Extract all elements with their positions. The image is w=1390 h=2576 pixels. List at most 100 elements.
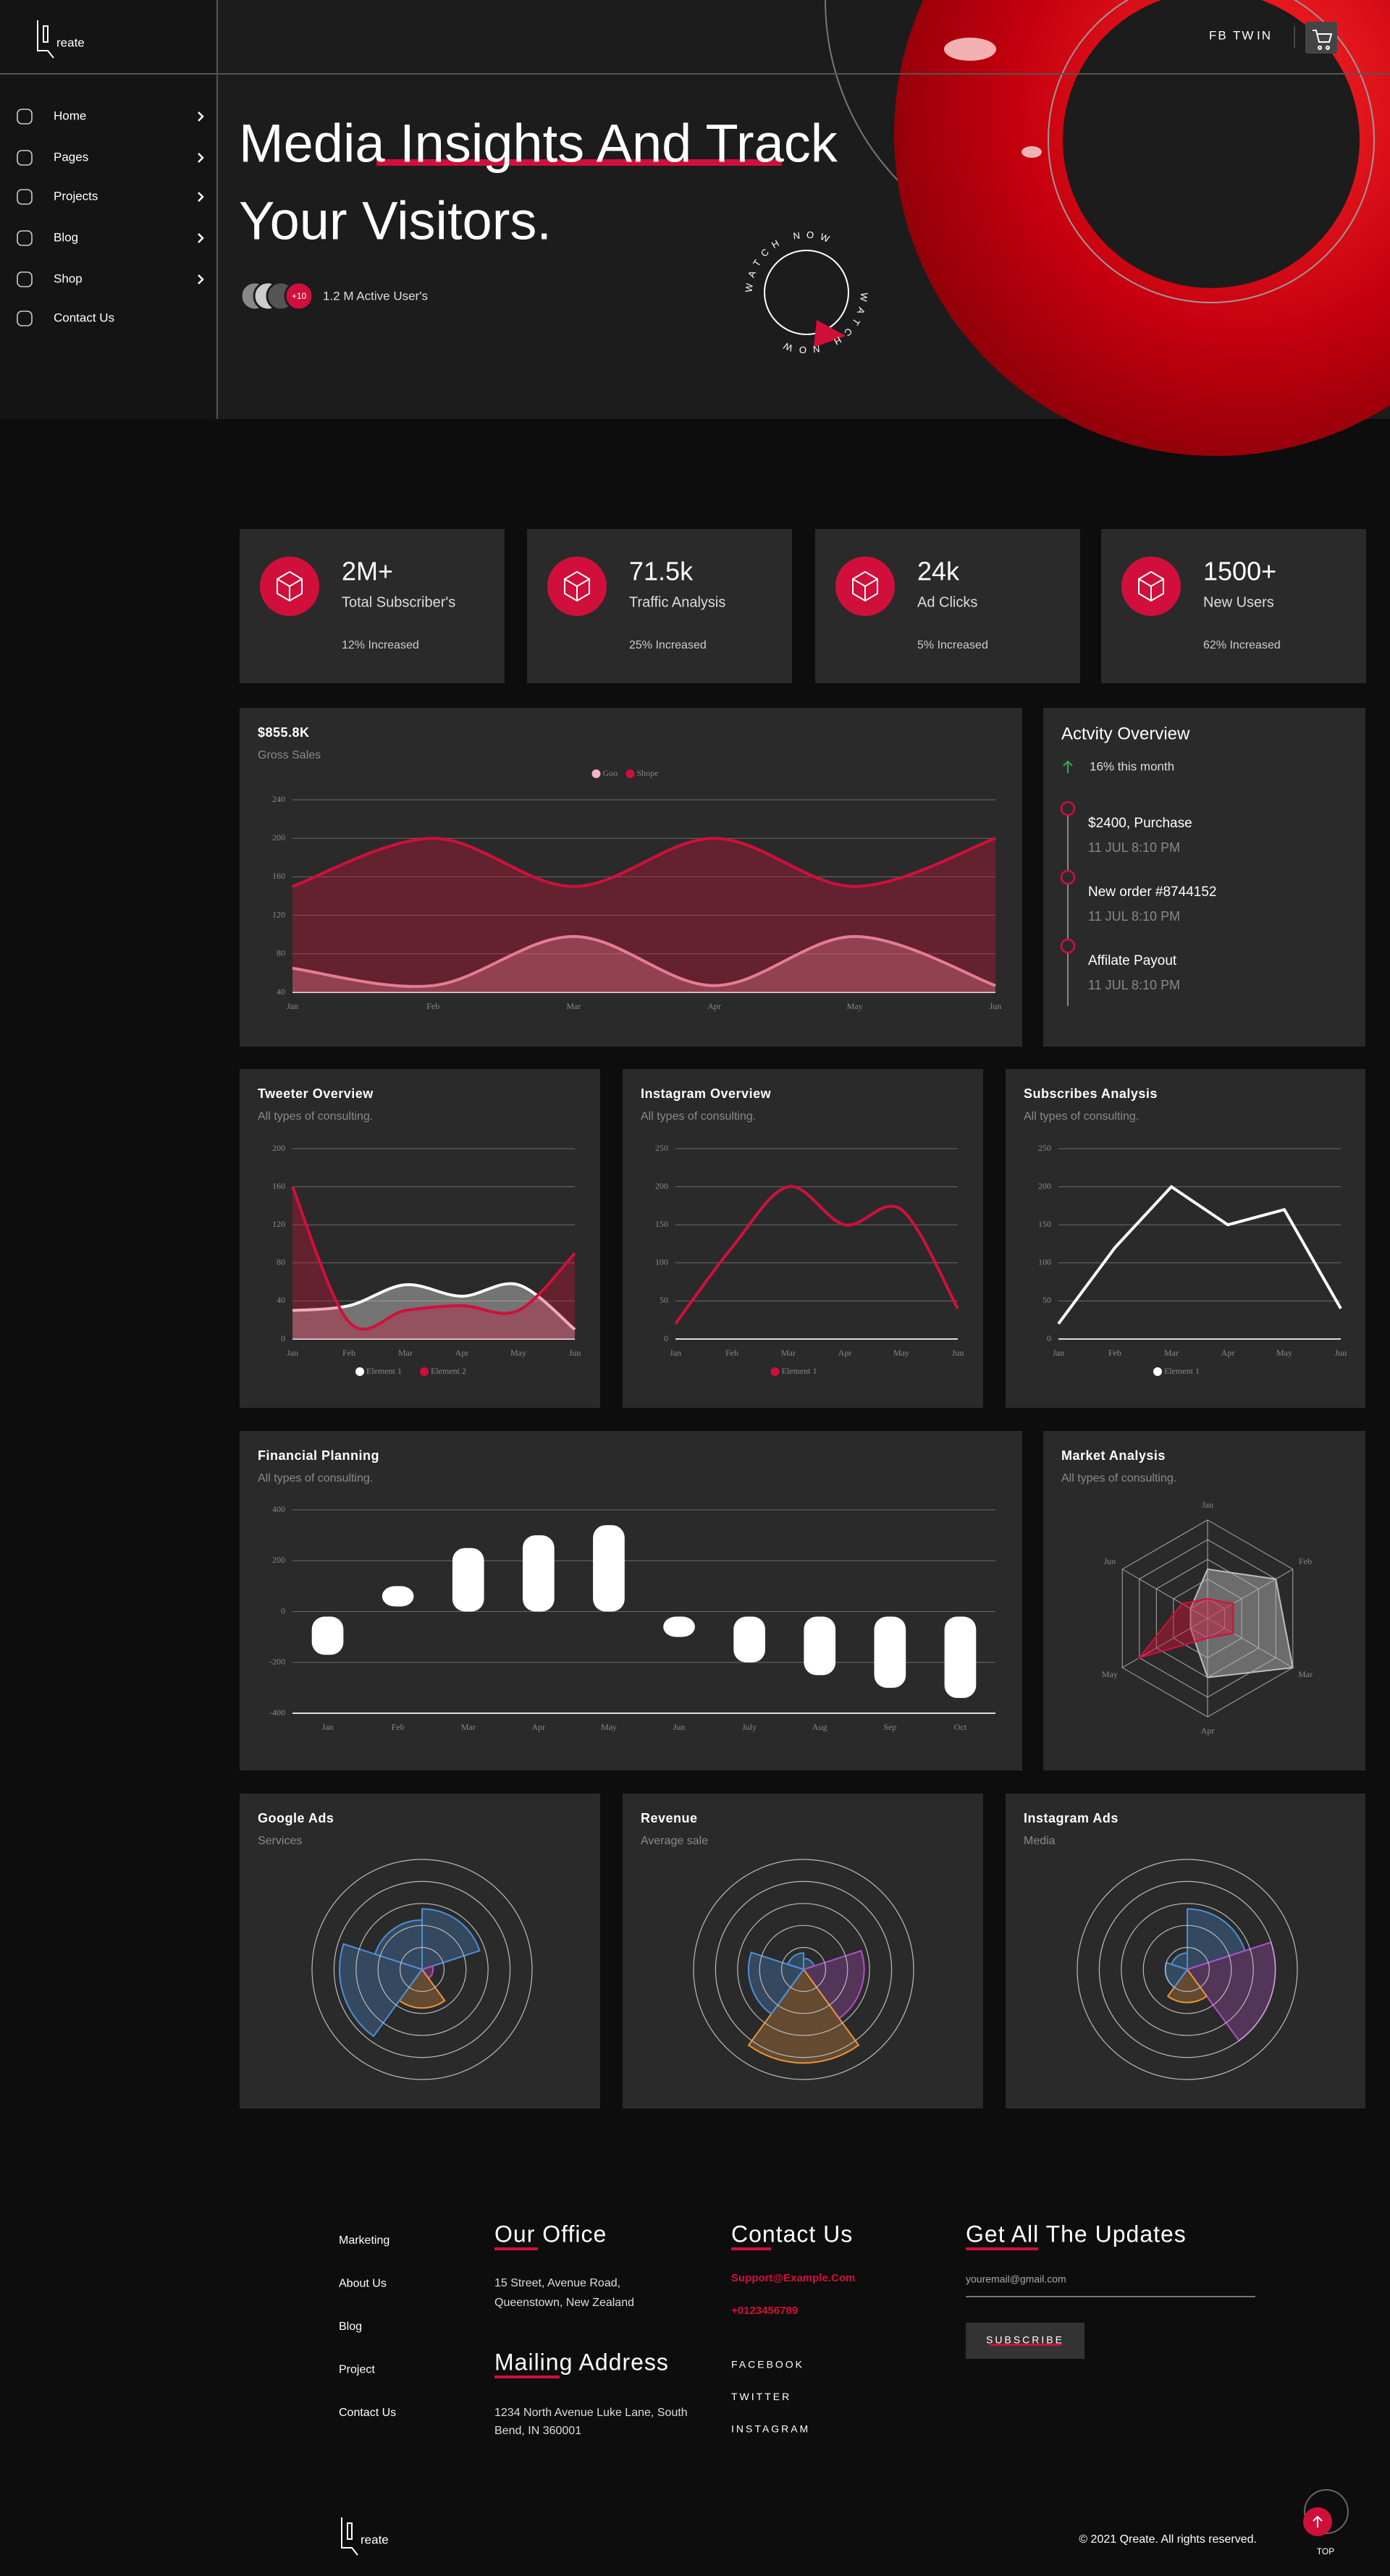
title-underline (376, 159, 782, 166)
play-icon[interactable] (814, 320, 846, 347)
menu-icon (17, 189, 33, 205)
subscribe-label[interactable]: SUBSCRIBE (986, 2334, 1064, 2346)
polar-segment (1187, 1908, 1246, 1971)
polar-segment (421, 1908, 481, 1971)
contact-email[interactable]: Support@Example.Com (731, 2272, 855, 2284)
y-tick-label: 200 (1038, 1181, 1051, 1191)
polar-ring (399, 1947, 445, 1993)
y-tick-label: 200 (272, 1143, 285, 1153)
y-tick-label: 120 (272, 1219, 285, 1229)
line (1057, 1184, 1342, 1325)
x-tick-label: Jun (952, 1348, 964, 1358)
legend-label: Element 1 (782, 1366, 817, 1376)
y-tick-label: 250 (655, 1143, 668, 1153)
copyright: © 2021 Qreate. All rights reserved. (1079, 2533, 1257, 2546)
y-tick-label: 160 (272, 1181, 285, 1191)
timeline-dot (1060, 801, 1076, 816)
stat-label: Total Subscriber's (342, 594, 455, 610)
menu-item[interactable]: Projects (54, 189, 98, 203)
email-input[interactable]: youremail@gmail.com (966, 2273, 1066, 2285)
card-subtitle: All types of consulting. (258, 1472, 373, 1485)
radar-label: Jan (1202, 1500, 1213, 1510)
line (674, 1185, 959, 1325)
card-subtitle: All types of consulting. (641, 1110, 756, 1123)
menu-icon (17, 271, 33, 287)
x-tick-label: May (601, 1722, 617, 1732)
y-tick-label: 0 (1047, 1333, 1051, 1343)
logo-text: reate (361, 2533, 389, 2546)
avatar-badge (284, 281, 314, 311)
social-link[interactable]: FB (1209, 28, 1228, 42)
legend-swatch (1153, 1367, 1162, 1376)
x-tick-label: Apr (707, 1001, 721, 1011)
hero-cutout (1063, 0, 1360, 288)
menu-item[interactable]: Shop (54, 271, 83, 285)
polar-segment (398, 1968, 446, 2009)
card (1006, 1794, 1365, 2108)
card (1006, 1069, 1365, 1408)
menu-item[interactable]: Home (54, 109, 86, 122)
social-link[interactable]: IN (1257, 28, 1272, 42)
polar-segment (787, 1952, 804, 1971)
x-tick-label: May (1276, 1348, 1292, 1358)
activity-text: $2400, Purchase (1088, 816, 1192, 831)
footer-link[interactable]: Marketing (339, 2234, 389, 2247)
polar-segment (1171, 1952, 1188, 1971)
social-link[interactable]: FACEBOOK (731, 2359, 804, 2370)
card-subtitle: Services (258, 1835, 302, 1847)
menu-item[interactable]: Contact Us (54, 311, 114, 324)
footer-link[interactable]: About Us (339, 2278, 387, 2290)
timeline-dot (1060, 869, 1076, 885)
polar-ring (311, 1859, 533, 2080)
bar (804, 1616, 836, 1676)
x-tick-label: Apr (838, 1348, 852, 1358)
badge-count: +10 (292, 291, 307, 301)
watch-circle[interactable] (764, 250, 849, 335)
polar-ring (759, 1925, 848, 2014)
card-title: Subscribes Analysis (1024, 1086, 1158, 1101)
social-link[interactable]: TW (1233, 28, 1255, 42)
menu-icon (17, 230, 33, 246)
menu-item[interactable]: Blog (54, 230, 78, 244)
stat-value: 1500+ (1203, 557, 1276, 586)
y-tick-label: -400 (269, 1707, 285, 1718)
x-tick-label: Mar (1164, 1348, 1179, 1358)
footer-text: 15 Street, Avenue Road, (494, 2277, 620, 2289)
heading-underline (494, 2376, 560, 2378)
x-tick-label: Feb (1108, 1348, 1121, 1358)
x-tick-label: Jun (1335, 1348, 1347, 1358)
stage-light (1022, 146, 1042, 158)
radar-label: Feb (1299, 1556, 1312, 1566)
radar-spoke (1207, 1568, 1294, 1619)
stat-label: New Users (1203, 594, 1274, 610)
social-link[interactable]: TWITTER (731, 2391, 791, 2402)
activity-text: New order #8744152 (1088, 884, 1216, 900)
heading-underline (966, 2247, 1038, 2250)
y-tick-label: 80 (277, 948, 285, 958)
footer-text: 1234 North Avenue Luke Lane, South (494, 2407, 688, 2419)
y-tick-label: 40 (277, 1295, 285, 1305)
area (292, 1283, 575, 1339)
menu-item[interactable]: Pages (54, 150, 88, 164)
card-title: Actvity Overview (1061, 724, 1190, 743)
legend-swatch (591, 769, 601, 778)
contact-phone[interactable]: +0123456789 (731, 2305, 798, 2317)
footer-link[interactable]: Contact Us (339, 2407, 396, 2419)
timeline-dot (1060, 938, 1076, 954)
card-title: Tweeter Overview (258, 1086, 374, 1101)
polar-ring (693, 1859, 914, 2080)
y-tick-label: 100 (655, 1257, 668, 1267)
stat-value: 24k (917, 557, 960, 586)
subscribe-button[interactable] (966, 2323, 1084, 2359)
social-link[interactable]: INSTAGRAM (731, 2423, 810, 2435)
x-tick-label: Jan (287, 1001, 298, 1011)
footer-link[interactable]: Blog (339, 2320, 362, 2333)
footer-link[interactable]: Project (339, 2364, 375, 2376)
y-tick-label: 240 (272, 794, 285, 804)
x-tick-label: Feb (426, 1001, 439, 1011)
polar-ring (737, 1903, 870, 2036)
menu-icon (17, 109, 33, 124)
card (240, 1794, 600, 2108)
radar-label: May (1102, 1669, 1118, 1679)
